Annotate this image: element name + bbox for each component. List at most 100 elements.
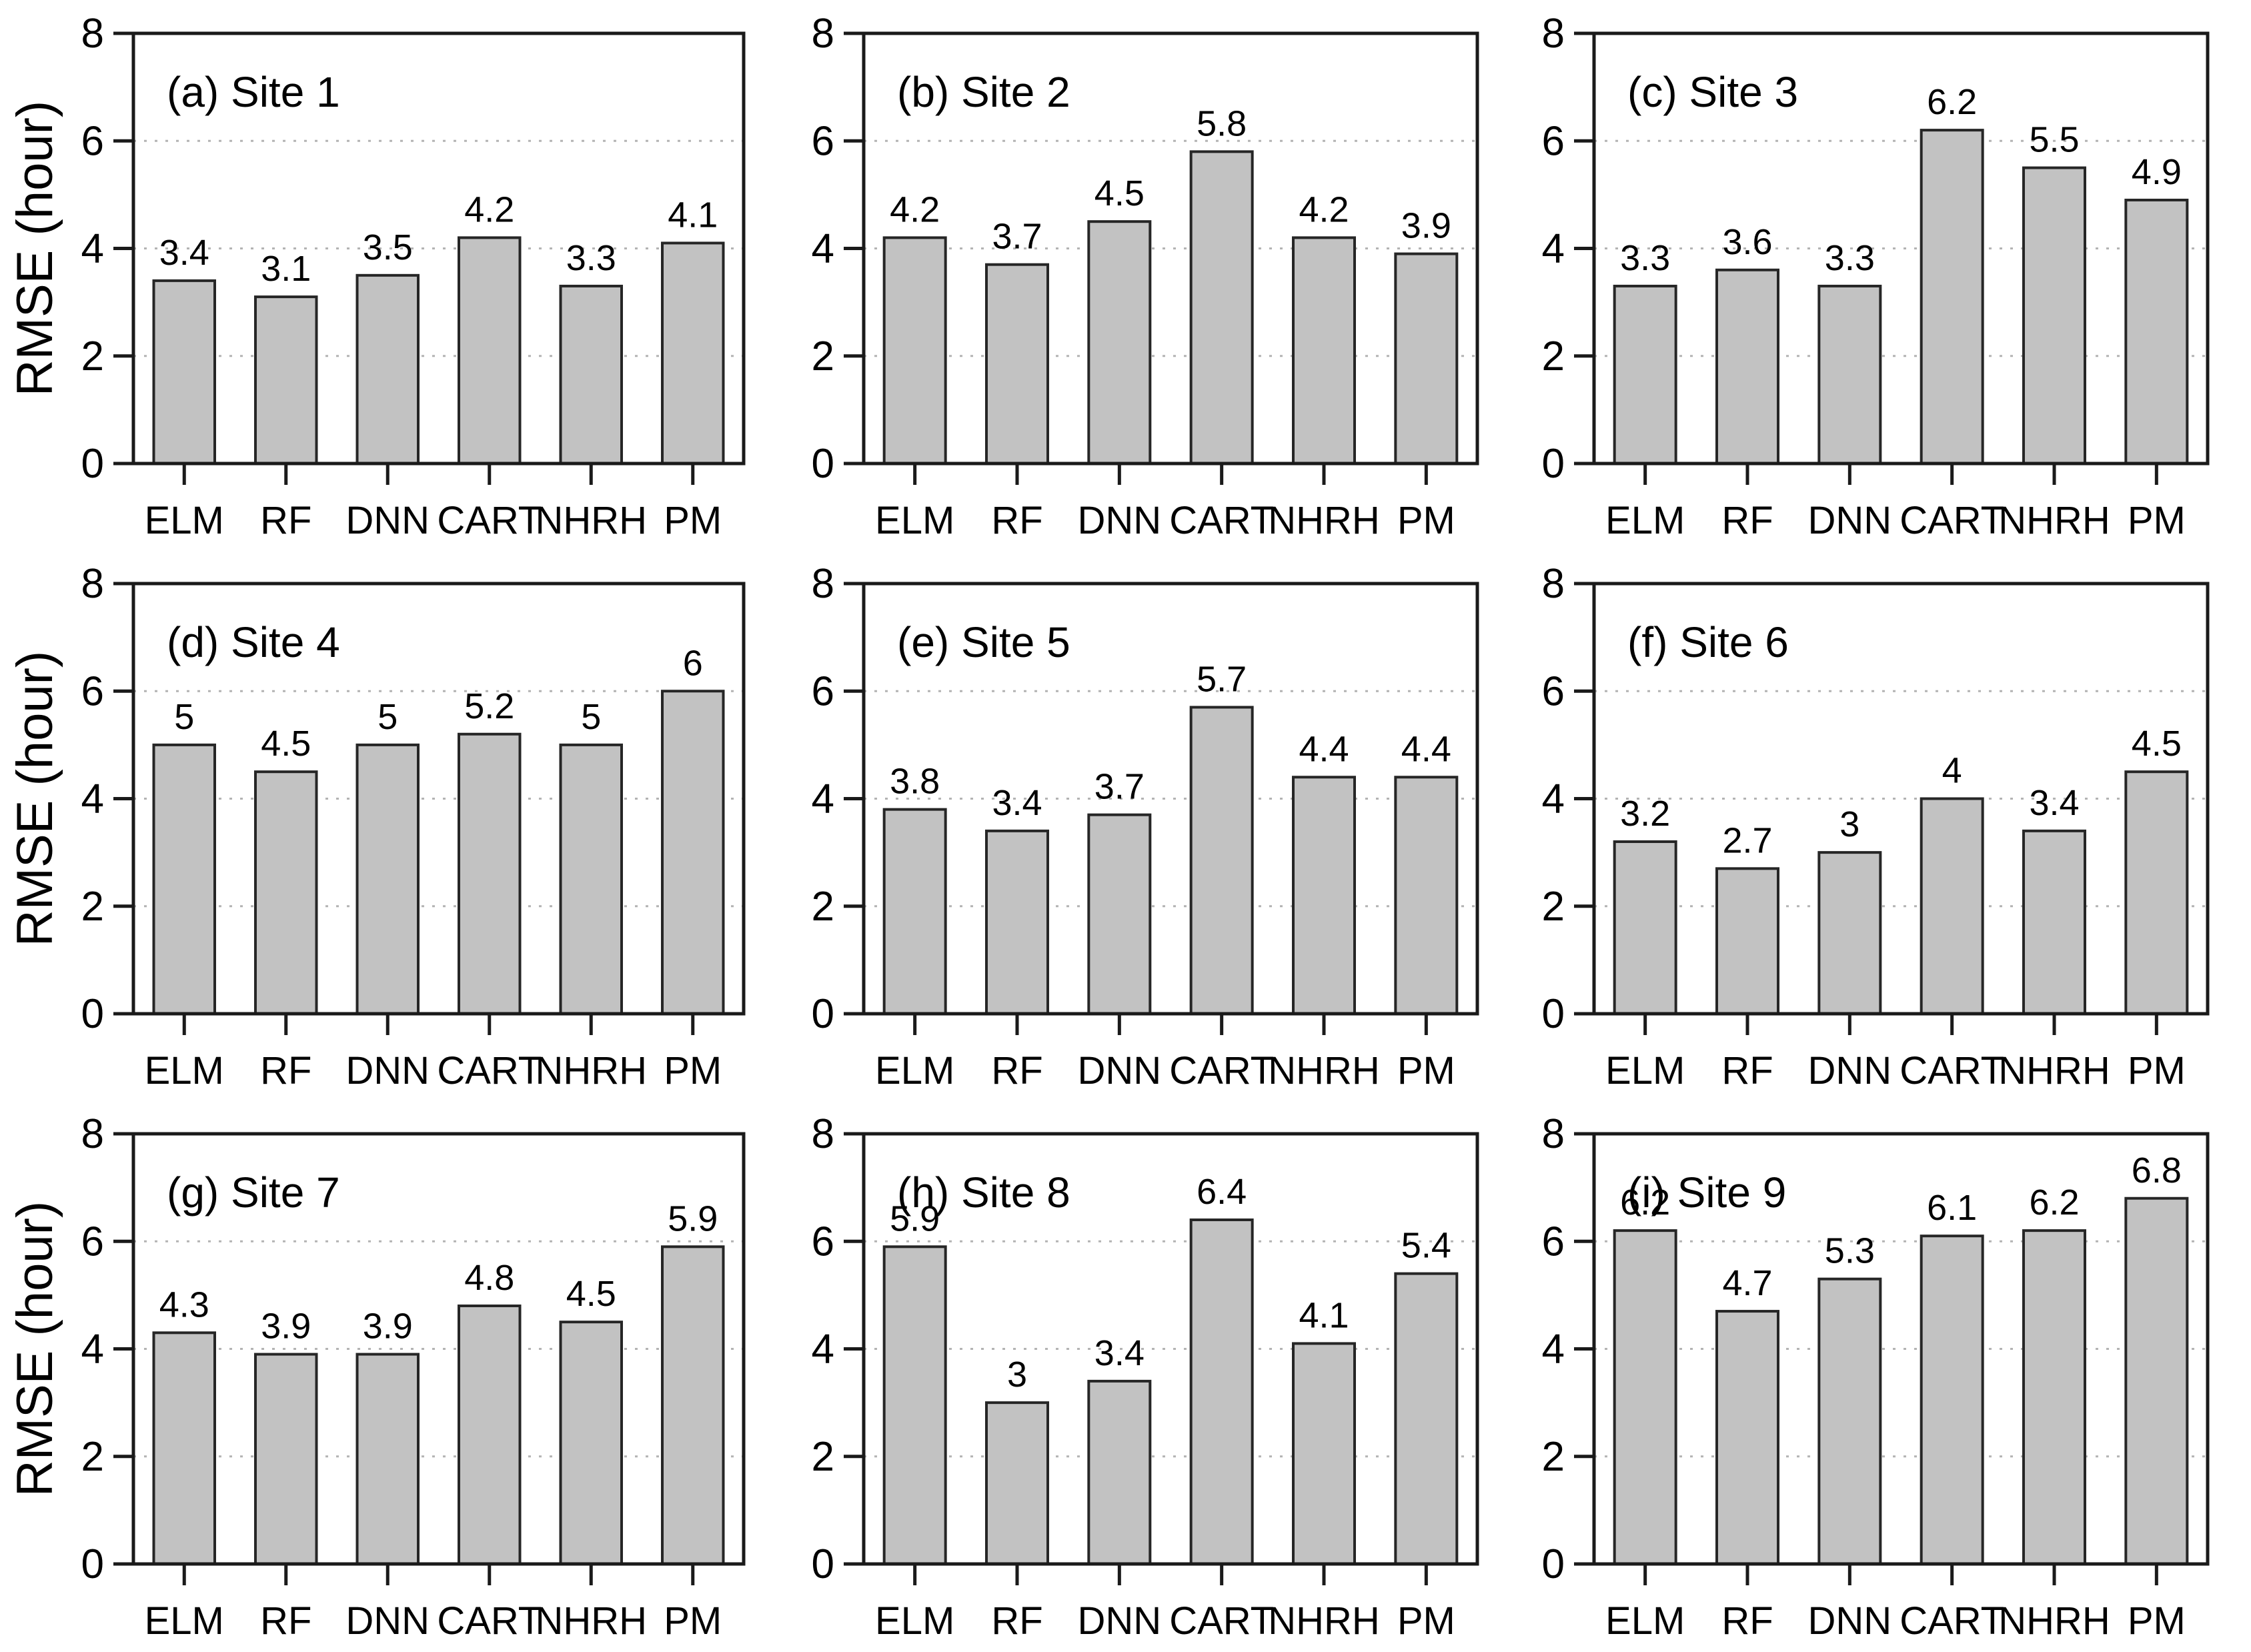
y-tick-label-0: 0 [1542,441,1565,487]
y-tick-label-6: 6 [812,1218,834,1265]
value-label-pm: 6 [683,643,703,683]
value-label-dnn: 5 [378,697,398,737]
value-label-dnn: 3.4 [1094,1333,1145,1373]
value-label-cart: 4.2 [464,189,514,229]
y-tick-label-0: 0 [1542,991,1565,1037]
value-label-dnn: 3.7 [1094,767,1145,807]
x-tick-label-elm: ELM [1605,1599,1685,1643]
y-tick-label-6: 6 [1542,118,1565,164]
bar-nhrh [559,1321,623,1565]
y-tick-label-6: 6 [812,118,834,164]
bar-elm [1613,284,1677,465]
x-tick-label-cart: CART [437,1049,542,1092]
x-tick-label-elm: ELM [1605,1049,1685,1092]
value-label-pm: 4.1 [668,195,718,235]
y-tick-label-4: 4 [812,226,834,272]
x-tick-label-rf: RF [991,499,1042,542]
bar-dnn [1817,284,1882,465]
panel-site-6: 3.2 2.7 3 4 3.4 4.5 0 2 4 6 8 ELM RF DNN CART NHRH PM (f)… [1501,550,2251,1100]
x-tick-label-cart: CART [1900,1049,2004,1092]
x-tick-label-dnn: DNN [345,1049,430,1092]
bar-nhrh [1292,236,1356,465]
y-tick-label-2: 2 [812,884,834,930]
value-label-elm: 4.2 [890,189,940,229]
value-label-nhrh: 3.3 [566,238,616,278]
panel-site-9: 6.2 4.7 5.3 6.1 6.2 6.8 0 2 4 6 8 ELM RF DNN CART NHRH P… [1501,1100,2251,1652]
y-tick-label-8: 8 [81,561,104,607]
value-label-dnn: 3 [1839,804,1859,844]
bar-pm [661,690,725,1015]
value-label-cart: 6.1 [1927,1188,1977,1228]
bar-rf [1715,268,1779,465]
x-tick-label-pm: PM [664,1599,722,1643]
bar-elm [882,236,947,465]
value-label-elm: 3.3 [1620,238,1670,278]
bar-dnn [355,743,420,1015]
panel-site-8: 5.9 3 3.4 6.4 4.1 5.4 0 2 4 6 8 ELM RF DNN CART NHRH PM (… [750,1100,1501,1652]
y-tick-label-2: 2 [812,333,834,379]
x-tick-label-dnn: DNN [1807,499,1892,542]
y-tick-label-6: 6 [1542,668,1565,714]
value-label-elm: 5.9 [890,1198,940,1238]
x-tick-label-cart: CART [1900,1599,2004,1643]
value-label-nhrh: 3.4 [2029,783,2079,823]
panel-site-1: 3.4 3.1 3.5 4.2 3.3 4.1 0 2 4 6 8 ELM RF DNN CART NHRH P… [0,0,750,550]
x-tick-label-nhrh: NHRH [1998,1049,2110,1092]
value-label-elm: 4.3 [159,1285,209,1325]
y-tick-label-0: 0 [812,991,834,1037]
bar-elm [152,279,216,465]
y-tick-label-4: 4 [812,1327,834,1373]
bar-rf [985,263,1049,465]
x-tick-label-cart: CART [1169,499,1274,542]
y-tick-label-0: 0 [812,1541,834,1587]
y-tick-label-4: 4 [812,776,834,822]
bar-elm [882,808,947,1015]
x-tick-label-elm: ELM [875,1599,954,1643]
panel-title-site-4: (d) Site 4 [167,618,340,666]
value-label-cart: 6.4 [1197,1172,1247,1212]
panel-title-site-1: (a) Site 1 [167,68,340,116]
value-label-cart: 4 [1942,751,1962,791]
y-tick-label-2: 2 [1542,884,1565,930]
y-tick-label-6: 6 [1542,1218,1565,1265]
value-label-elm: 5 [174,697,194,737]
x-tick-label-elm: ELM [1605,499,1685,542]
y-tick-label-0: 0 [81,1541,104,1587]
panel-title-site-2: (b) Site 2 [897,68,1070,116]
bar-pm [1394,252,1459,465]
y-tick-label-6: 6 [812,668,834,714]
value-label-rf: 3.6 [1722,222,1772,262]
value-label-nhrh: 4.5 [566,1274,616,1314]
x-tick-label-rf: RF [991,1599,1042,1643]
y-tick-label-8: 8 [81,1111,104,1157]
x-tick-label-cart: CART [1169,1049,1274,1092]
bar-dnn [355,1353,420,1565]
y-tick-label-4: 4 [1542,776,1565,822]
y-tick-label-2: 2 [812,1434,834,1480]
x-tick-label-pm: PM [2128,499,2186,542]
panel-site-3: 3.3 3.6 3.3 6.2 5.5 4.9 0 2 4 6 8 ELM RF DNN CART NHRH P… [1501,0,2251,550]
x-tick-label-cart: CART [1900,499,2004,542]
value-label-pm: 4.4 [1401,729,1451,769]
value-label-rf: 3 [1007,1355,1027,1395]
bar-rf [254,295,318,465]
value-label-nhrh: 5.5 [2029,120,2079,160]
panel-site-7: 4.3 3.9 3.9 4.8 4.5 5.9 0 2 4 6 8 ELM RF DNN CART NHRH P… [0,1100,750,1652]
y-tick-label-0: 0 [81,991,104,1037]
bar-pm [661,1245,725,1565]
x-tick-label-nhrh: NHRH [535,1049,647,1092]
bar-cart [1189,1218,1254,1565]
value-label-nhrh: 6.2 [2029,1182,2079,1222]
bar-cart [458,732,522,1015]
x-tick-label-pm: PM [1397,1049,1455,1092]
value-label-dnn: 3.3 [1825,238,1875,278]
bar-pm [1394,1272,1459,1565]
panel-site-5: 3.8 3.4 3.7 5.7 4.4 4.4 0 2 4 6 8 ELM RF DNN CART NHRH P… [750,550,1501,1100]
y-tick-label-0: 0 [812,441,834,487]
